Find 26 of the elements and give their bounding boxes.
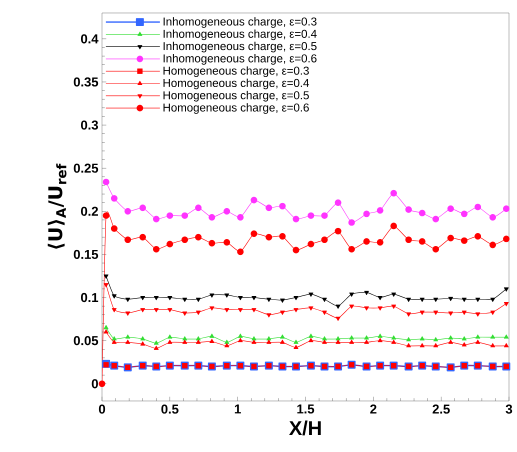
x-tick-label: 0	[98, 404, 106, 414]
y-tick-label: 0.4	[81, 34, 98, 44]
legend-label: Homogeneous charge, ε=0.6	[164, 103, 309, 114]
y-tick-label: 0.1	[81, 292, 98, 302]
y-tick-label: 0.15	[74, 250, 98, 259]
legend-label: Homogeneous charge, ε=0.3	[164, 66, 309, 77]
y-tick-label: 0.35	[74, 77, 98, 87]
legend-label: Inhomogeneous charge, ε=0.4	[164, 29, 317, 40]
y-tick-label: 0	[92, 379, 98, 388]
y-tick-label: 0.05	[74, 336, 98, 346]
x-tick-label: 2.5	[432, 404, 450, 414]
y-tick-label: 0.25	[74, 164, 98, 173]
x-axis-title: X/H	[289, 420, 321, 436]
legend-label: Homogeneous charge, ε=0.4	[164, 78, 310, 90]
x-tick-label: 1.5	[297, 404, 314, 414]
y-axis-title: ⟨U⟩$_{A}$/U$_{ref}$	[48, 164, 66, 249]
legend-label: Inhomogeneous charge, ε=0.3	[164, 17, 317, 28]
x-tick-label: 2	[370, 404, 376, 414]
y-tick-label: 0.2	[81, 206, 98, 216]
x-tick-label: 0.5	[161, 404, 178, 414]
legend-label: Inhomogeneous charge, ε=0.6	[164, 54, 317, 65]
x-tick-label: 1	[234, 404, 241, 414]
legend-label: Homogeneous charge, ε=0.5	[164, 90, 309, 102]
x-tick-label: 3	[506, 404, 512, 414]
y-tick-label: 0.3	[81, 120, 98, 130]
legend-label: Inhomogeneous charge, ε=0.5	[164, 42, 317, 52]
